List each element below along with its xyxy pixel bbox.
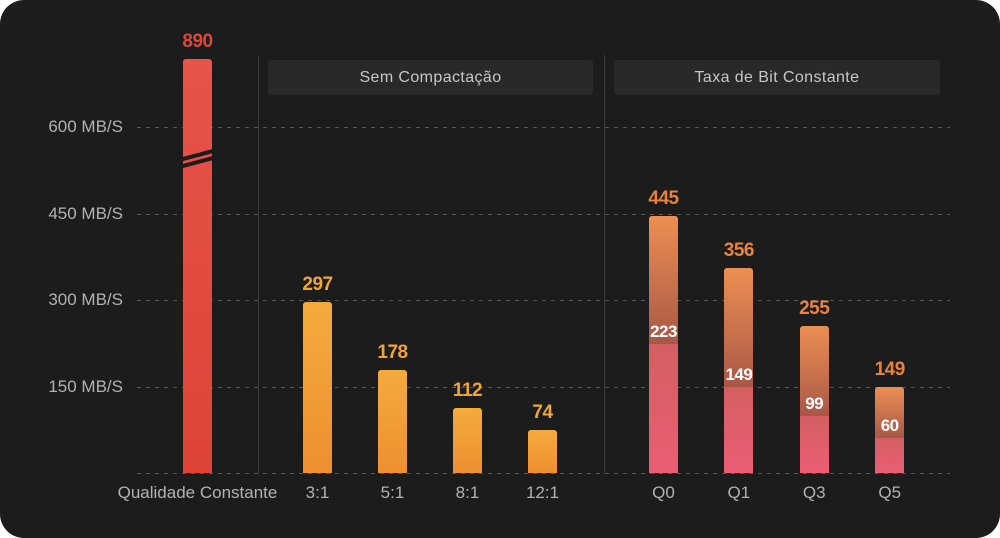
y-tick-label: 450 MB/S <box>48 204 123 223</box>
bar-bottom-segment <box>875 438 905 473</box>
gridline-300 <box>137 300 950 301</box>
bar-value-label: 890 <box>182 31 213 52</box>
bar-category-label: Qualidade Constante <box>117 483 278 502</box>
bar-inner-value-label: 99 <box>805 394 824 413</box>
y-tick-label: 300 MB/S <box>48 290 123 309</box>
bar-value-label: 445 <box>648 188 679 209</box>
bar-category-label: 3:1 <box>305 483 330 502</box>
bar-bottom-segment <box>799 416 829 473</box>
bar-value-label: 112 <box>452 380 483 401</box>
bar-value-label: 255 <box>799 298 830 319</box>
bar-12-1 <box>528 430 557 473</box>
gridline-450 <box>137 214 950 215</box>
section-header-taxa-de-bit-constante: Taxa de Bit Constante <box>614 60 940 95</box>
bar-q3: 99 <box>799 326 829 473</box>
axis-break-icon <box>171 146 224 171</box>
bar-category-label: Q3 <box>802 483 826 502</box>
bar-top-segment <box>724 268 754 387</box>
bar-8-1 <box>453 408 482 473</box>
bar-category-label: 12:1 <box>525 483 560 502</box>
gridline-150 <box>137 387 950 388</box>
bar-top-segment <box>799 326 829 416</box>
bar-inner-value-label: 223 <box>650 322 677 341</box>
bar-q5: 60 <box>875 387 905 473</box>
bar-q0: 223 <box>649 216 678 473</box>
bar-3-1 <box>303 302 332 473</box>
section-divider <box>257 55 259 473</box>
bar-value-label: 74 <box>532 402 553 423</box>
gridline-600 <box>137 127 950 128</box>
bar-value-label: 149 <box>874 359 906 380</box>
bar-q1: 149 <box>724 268 754 473</box>
x-axis-baseline <box>137 473 950 474</box>
bar-top-segment <box>649 216 678 344</box>
section-divider <box>603 55 605 473</box>
section-header-sem-compactacao: Sem Compactação <box>268 60 593 95</box>
bar-inner-value-label: 149 <box>725 365 753 384</box>
y-tick-label: 600 MB/S <box>48 117 123 136</box>
bar-category-label: 8:1 <box>455 483 480 502</box>
bar-bottom-segment <box>724 387 754 473</box>
bar-value-label: 356 <box>723 240 755 261</box>
bar-category-label: Q1 <box>727 483 751 502</box>
bar-5-1 <box>378 370 407 473</box>
bar-top-segment <box>875 387 905 438</box>
bar-category-label: Q0 <box>652 483 675 502</box>
bar-value-label: 297 <box>302 274 333 295</box>
bar-inner-value-label: 60 <box>880 416 899 435</box>
bar-category-label: 5:1 <box>380 483 405 502</box>
y-tick-label: 150 MB/S <box>48 377 123 396</box>
bar-bottom-segment <box>649 344 678 473</box>
bar-value-label: 178 <box>377 342 408 363</box>
bar-qualidade-constante <box>183 59 212 473</box>
bar-category-label: Q5 <box>878 483 902 502</box>
